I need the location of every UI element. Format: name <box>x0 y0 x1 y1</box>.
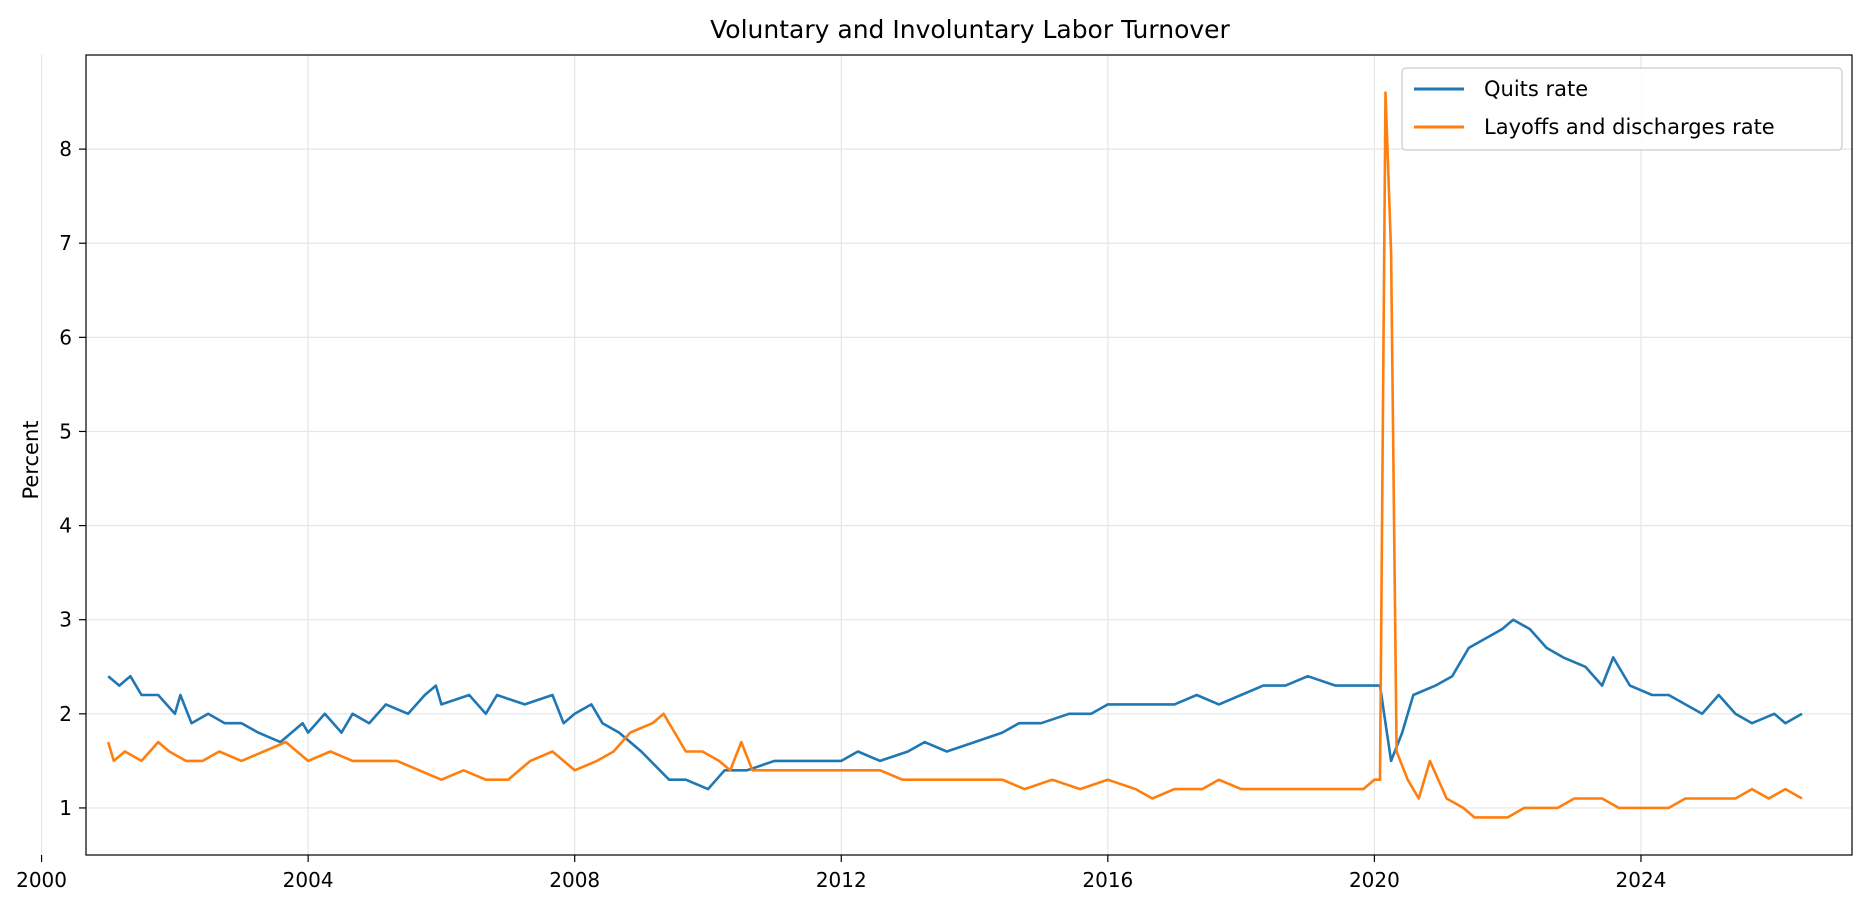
x-tick-label: 2016 <box>1082 868 1133 892</box>
y-tick-label: 2 <box>59 702 72 726</box>
y-tick-label: 8 <box>59 137 72 161</box>
layoffs-rate-line <box>106 91 1803 819</box>
legend-label-quits: Quits rate <box>1484 77 1588 101</box>
quits-rate-line <box>107 618 1803 791</box>
x-tick-label: 2012 <box>816 868 867 892</box>
chart-title: Voluntary and Involuntary Labor Turnover <box>710 15 1230 44</box>
x-tick-label: 2008 <box>549 868 600 892</box>
legend-box <box>1401 67 1843 151</box>
x-tick-label: 2004 <box>283 868 334 892</box>
y-tick-label: 3 <box>59 608 72 632</box>
x-tick-label: 2020 <box>1349 868 1400 892</box>
axis-ticks: 2000 2004 2008 2012 2016 2020 2024 1 2 3 4 5 6 7 8 <box>16 137 1666 892</box>
legend: Quits rate Layoffs and discharges rate <box>1401 67 1843 151</box>
y-tick-label: 1 <box>59 796 72 820</box>
y-tick-label: 6 <box>59 325 72 349</box>
plot-frame <box>85 54 1853 856</box>
x-tick-label: 2024 <box>1616 868 1667 892</box>
grid-lines <box>40 55 1852 855</box>
y-axis-label: Percent <box>19 420 43 499</box>
series-lines <box>106 91 1803 819</box>
y-tick-label: 4 <box>59 514 72 538</box>
legend-label-layoffs: Layoffs and discharges rate <box>1484 115 1775 139</box>
y-tick-label: 5 <box>59 419 72 443</box>
x-tick-label: 2000 <box>16 868 67 892</box>
y-tick-label: 7 <box>59 231 72 255</box>
